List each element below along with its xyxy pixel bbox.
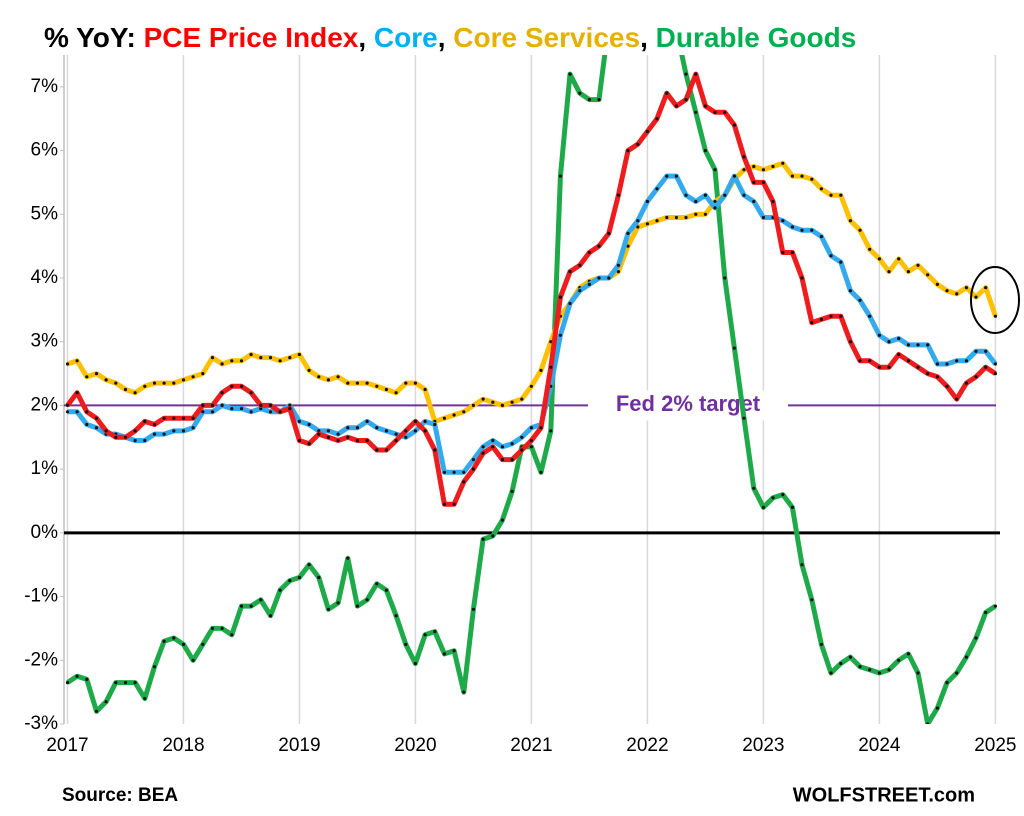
y-tick-label: 7% xyxy=(31,76,59,97)
y-tick-label: 1% xyxy=(31,458,59,479)
y-tick-label: 3% xyxy=(31,331,59,352)
title-part: Durable Goods xyxy=(656,22,857,53)
y-tick-label: -2% xyxy=(24,649,58,670)
y-tick-label: 0% xyxy=(31,522,59,543)
x-tick-label: 2024 xyxy=(858,735,901,756)
highlight-circle xyxy=(970,266,1020,334)
x-tick-label: 2021 xyxy=(510,735,552,756)
title-part: Core Services xyxy=(453,22,640,53)
credit: WOLFSTREET.com xyxy=(793,784,975,806)
x-tick-label: 2018 xyxy=(162,735,204,756)
x-tick-label: 2017 xyxy=(46,735,88,756)
x-tick-label: 2019 xyxy=(278,735,320,756)
y-tick-label: -1% xyxy=(24,586,58,607)
title-part: Core xyxy=(374,22,438,53)
title-part: PCE Price Index xyxy=(144,22,359,53)
chart-title: % YoY: PCE Price Index, Core, Core Servi… xyxy=(44,22,856,53)
series-line xyxy=(65,71,998,507)
title-part: , xyxy=(438,22,454,53)
plot xyxy=(65,55,998,724)
x-tick-label: 2020 xyxy=(394,735,436,756)
title-part: % YoY: xyxy=(44,22,144,53)
title-part: , xyxy=(358,22,374,53)
x-tick-label: 2025 xyxy=(974,735,1016,756)
title-part: , xyxy=(640,22,656,53)
x-tick-label: 2023 xyxy=(742,735,784,756)
y-tick-label: 5% xyxy=(31,203,59,224)
y-tick-label: 2% xyxy=(31,394,59,415)
y-tick-label: 4% xyxy=(31,267,59,288)
x-tick-label: 2022 xyxy=(626,735,668,756)
y-tick-label: 6% xyxy=(31,140,59,161)
source: Source: BEA xyxy=(62,785,178,806)
y-tick-label: -3% xyxy=(24,713,58,734)
